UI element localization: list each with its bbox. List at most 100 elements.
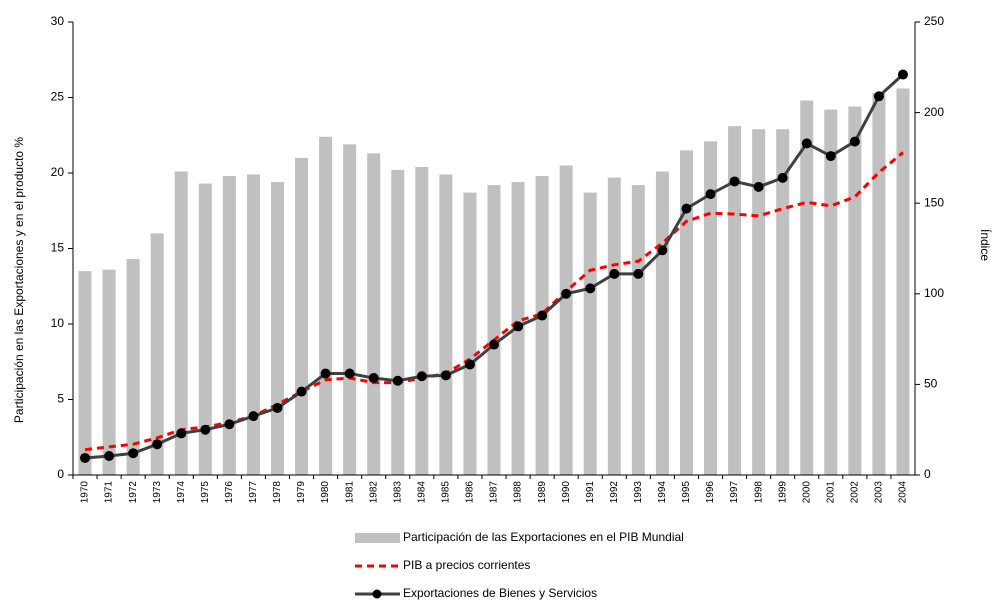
bar [583, 192, 597, 475]
marker [176, 428, 187, 439]
marker [681, 203, 692, 214]
marker [801, 138, 812, 149]
bar [367, 153, 381, 475]
x-tick-label: 1970 [80, 481, 91, 504]
x-tick-label: 1979 [296, 481, 307, 504]
marker [873, 91, 884, 102]
x-tick-label: 1973 [152, 481, 163, 504]
marker [537, 310, 548, 321]
marker [897, 69, 908, 80]
marker [248, 411, 259, 422]
marker [849, 136, 860, 147]
x-tick-label: 1989 [537, 481, 548, 504]
y-tick-label: 25 [51, 90, 65, 104]
marker [633, 268, 644, 279]
bar [776, 129, 790, 475]
marker [464, 359, 475, 370]
bar [270, 182, 284, 475]
bar [463, 192, 477, 475]
bar [487, 185, 501, 475]
marker [489, 339, 499, 350]
bar [174, 171, 188, 476]
y2-tick-label: 200 [924, 105, 944, 119]
bar [535, 176, 549, 475]
bar [655, 171, 669, 476]
marker [80, 452, 91, 463]
marker [272, 402, 283, 413]
x-tick-label: 1982 [368, 481, 379, 504]
y-tick-label: 20 [51, 165, 65, 179]
marker [200, 424, 211, 435]
x-tick-label: 2004 [898, 481, 909, 504]
y-tick-label: 0 [57, 467, 64, 481]
bar [679, 150, 693, 475]
x-tick-label: 1987 [489, 481, 500, 504]
x-tick-label: 1992 [609, 481, 620, 504]
x-tick-label: 1974 [176, 481, 187, 504]
x-tick-label: 2003 [874, 481, 885, 504]
marker [344, 368, 355, 379]
x-tick-label: 1984 [416, 481, 427, 504]
marker [320, 368, 331, 379]
bar [439, 174, 453, 475]
x-tick-label: 1972 [128, 481, 139, 504]
legend-label: Participación de las Exportaciones en el… [403, 530, 684, 544]
y-axis-label: Participación en las Exportaciones y en … [12, 137, 26, 423]
x-tick-label: 1971 [104, 481, 115, 504]
y2-tick-label: 50 [924, 377, 938, 391]
y-tick-label: 5 [57, 392, 64, 406]
x-tick-label: 1999 [777, 481, 788, 504]
y2-tick-label: 250 [924, 14, 944, 28]
x-tick-label: 1995 [681, 481, 692, 504]
x-tick-label: 1993 [633, 481, 644, 504]
bar [631, 185, 645, 475]
bar [126, 259, 140, 475]
x-tick-label: 1991 [585, 481, 596, 504]
x-tick-label: 1981 [344, 481, 355, 504]
x-tick-label: 2001 [825, 481, 836, 504]
x-tick-label: 1977 [248, 481, 259, 504]
x-tick-label: 1980 [320, 481, 331, 504]
x-tick-label: 1983 [392, 481, 403, 504]
marker [705, 189, 716, 200]
bar [343, 144, 357, 475]
y2-tick-label: 100 [924, 286, 944, 300]
marker [825, 151, 836, 162]
y-tick-label: 10 [51, 316, 65, 330]
legend-label: Exportaciones de Bienes y Servicios [403, 586, 597, 600]
marker [368, 373, 379, 384]
x-tick-label: 1976 [224, 481, 235, 504]
bar [295, 157, 309, 475]
y-tick-label: 30 [51, 14, 65, 28]
marker [416, 371, 427, 382]
legend-marker [372, 589, 382, 599]
bar [78, 271, 92, 475]
x-tick-label: 1986 [465, 481, 476, 504]
x-tick-label: 1988 [513, 481, 524, 504]
x-tick-label: 1985 [441, 481, 452, 504]
bar [102, 269, 116, 475]
marker [128, 448, 139, 459]
marker [224, 419, 235, 430]
bar [704, 141, 718, 476]
marker [392, 375, 403, 386]
legend-label: PIB a precios corrientes [403, 558, 530, 572]
marker [777, 172, 788, 183]
marker [561, 288, 572, 299]
marker [585, 283, 596, 294]
y2-tick-label: 150 [924, 195, 944, 209]
x-tick-label: 1975 [200, 481, 211, 504]
marker [296, 386, 307, 397]
bar [246, 174, 260, 475]
bar [752, 129, 766, 475]
bar [824, 109, 838, 475]
x-tick-label: 1996 [705, 481, 716, 504]
y2-tick-label: 0 [924, 467, 931, 481]
marker [104, 450, 115, 461]
bar [415, 166, 429, 475]
marker [440, 370, 451, 381]
x-tick-label: 2002 [849, 481, 860, 504]
marker [753, 181, 764, 192]
bar [319, 136, 333, 475]
